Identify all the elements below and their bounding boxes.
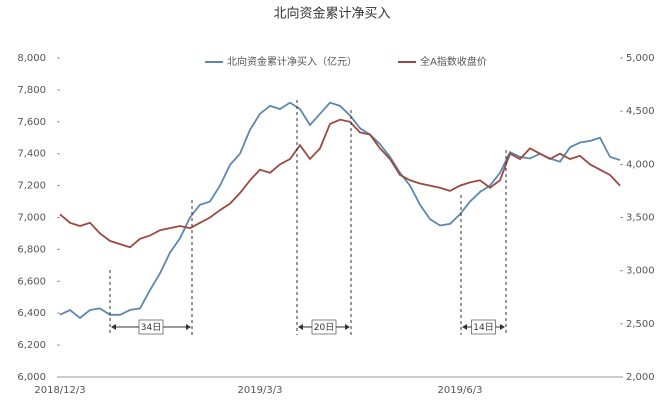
annotation-label: 34日 <box>141 322 161 333</box>
annotation-box <box>138 319 164 335</box>
annotation-box <box>471 319 496 335</box>
annotation-label: 14日 <box>473 322 493 333</box>
legend-label: 北向资金累计净买入（亿元） <box>227 55 357 68</box>
y2-tick-label: 2,000 <box>626 372 655 383</box>
y-tick-label: 6,200 <box>17 340 46 351</box>
annotation-label: 20日 <box>314 322 334 333</box>
legend-label: 全A指数收盘价 <box>420 55 487 68</box>
y2-tick-label: 3,000 <box>626 266 655 277</box>
y2-tick-label: 4,000 <box>626 159 655 170</box>
series-line <box>59 118 621 249</box>
y-tick-label: 7,200 <box>17 181 46 192</box>
y-tick-label: 6,400 <box>17 308 46 319</box>
y2-tick-label: 5,000 <box>626 53 655 64</box>
series-line <box>59 101 621 320</box>
y-tick-label: 7,800 <box>17 85 46 96</box>
y-tick-label: 8,000 <box>17 53 46 64</box>
x-tick-label: 2019/6/3 <box>438 385 483 396</box>
y-tick-label: 7,000 <box>17 213 46 224</box>
y2-tick-label: 4,500 <box>626 106 655 117</box>
y-tick-label: 7,400 <box>17 149 46 160</box>
y-tick-label: 7,600 <box>17 117 46 128</box>
arrow-head <box>462 324 505 330</box>
x-tick-label: 2018/12/3 <box>34 385 85 396</box>
y2-tick-label: 2,500 <box>626 319 655 330</box>
y-tick-label: 6,800 <box>17 244 46 255</box>
y2-tick-label: 3,500 <box>626 213 655 224</box>
x-tick-label: 2019/3/3 <box>238 385 283 396</box>
y-tick-label: 6,600 <box>17 276 46 287</box>
annotation-box <box>311 319 337 335</box>
chart-title: 北向资金累计净买入 <box>273 6 390 22</box>
y-tick-label: 6,000 <box>17 372 46 383</box>
